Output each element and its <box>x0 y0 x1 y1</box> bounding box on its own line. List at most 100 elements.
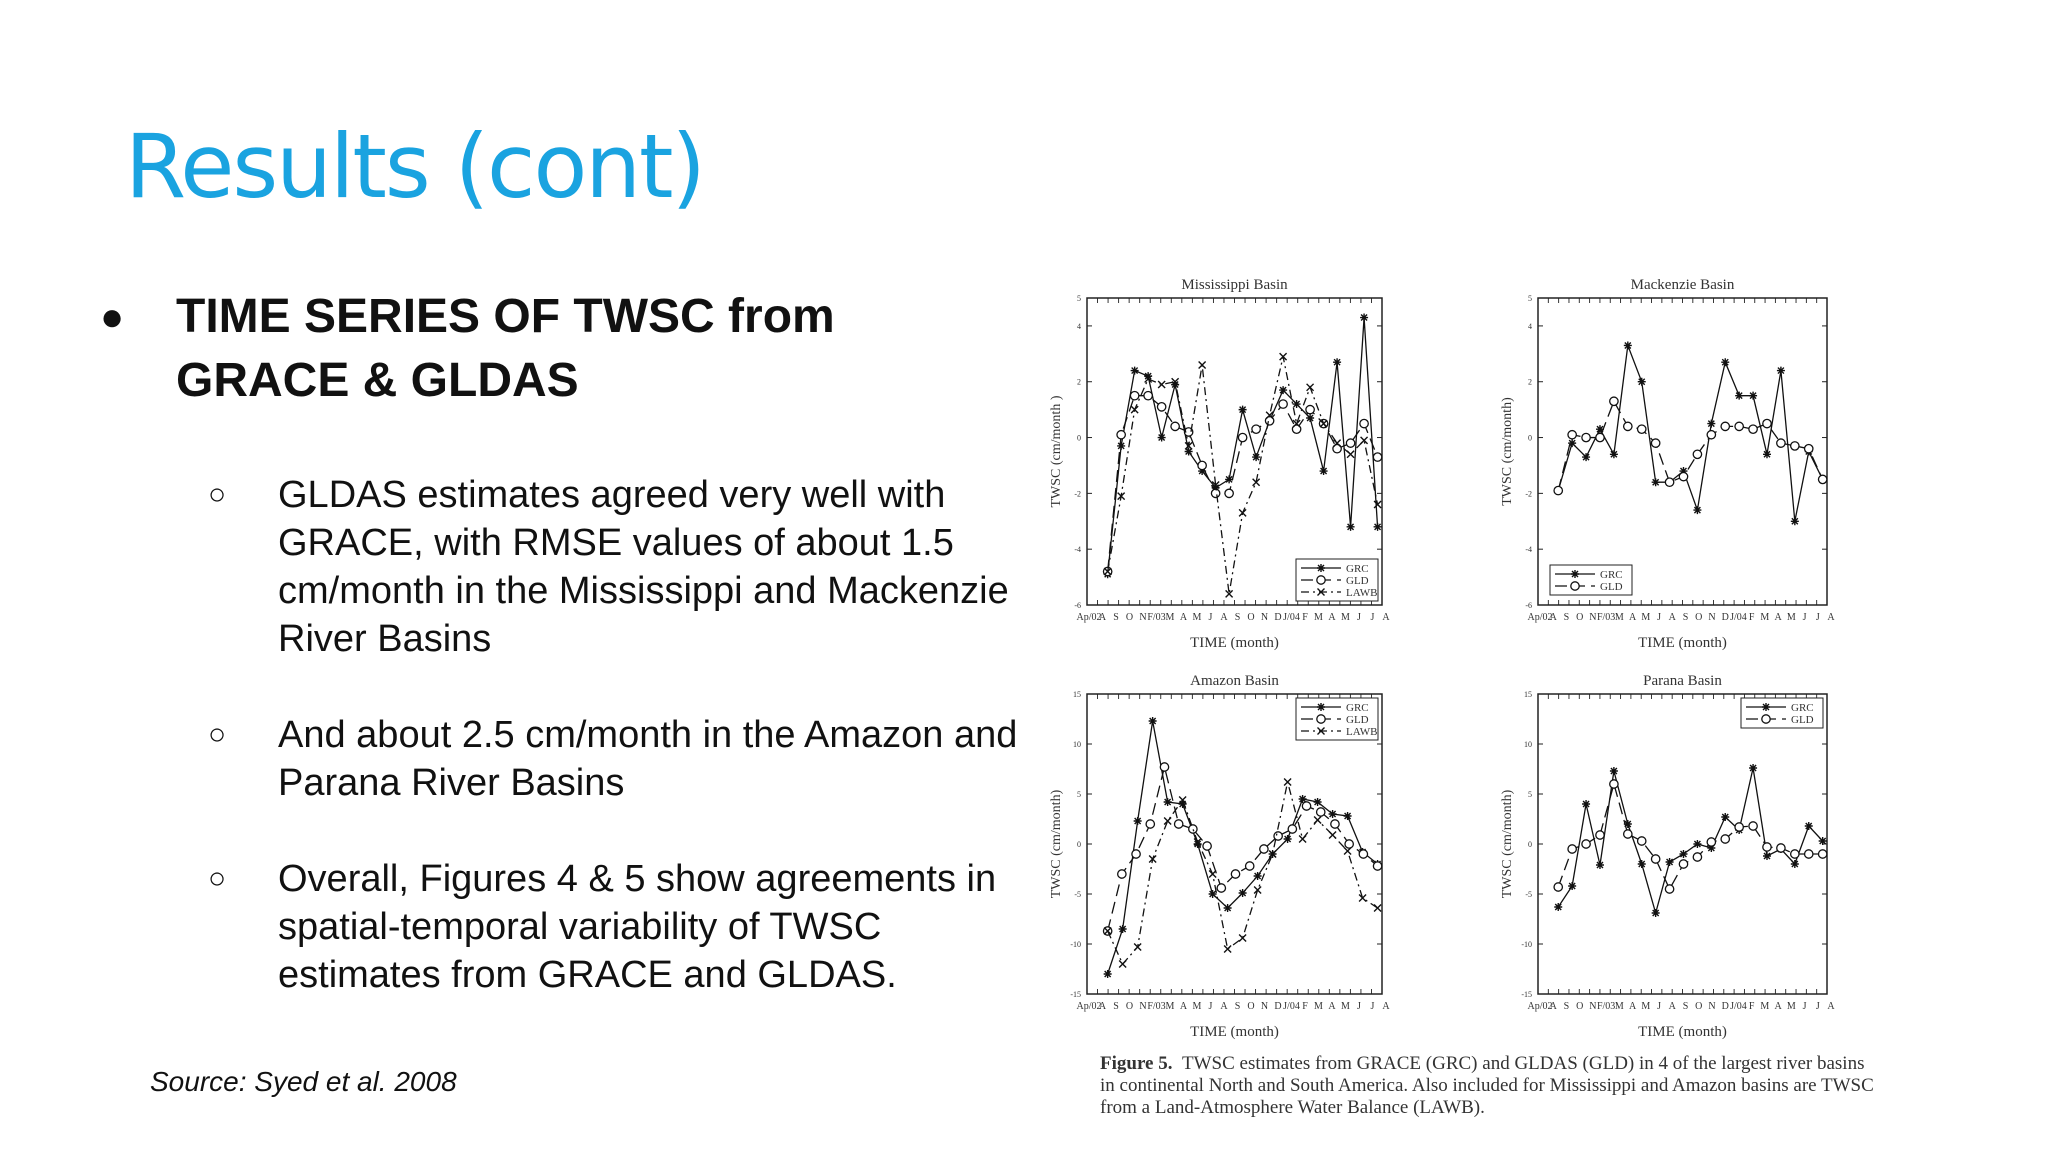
y-axis-label: TWSC (cm/month) <box>1049 789 1064 898</box>
data-point-circle <box>1803 849 1814 859</box>
legend-entry: LAWB <box>1346 726 1378 738</box>
data-point-star <box>1790 517 1799 526</box>
data-point-star <box>1749 764 1758 772</box>
data-point-circle <box>1372 452 1383 462</box>
x-tick-label: S <box>1235 1001 1241 1012</box>
data-point-circle <box>1170 421 1180 432</box>
x-tick-label: S <box>1564 1001 1570 1012</box>
x-tick-label: M <box>1760 612 1769 623</box>
data-point-circle <box>1706 837 1717 847</box>
data-point-circle <box>1301 801 1312 811</box>
data-point-circle <box>1315 807 1326 817</box>
data-point-circle <box>1210 488 1221 499</box>
data-point-circle <box>1776 438 1786 448</box>
x-tick-label: A <box>1220 612 1228 623</box>
data-point-circle <box>1734 421 1745 432</box>
data-point-star <box>1762 703 1770 711</box>
y-tick-label: -2 <box>1525 489 1532 498</box>
data-point-x <box>1292 419 1301 428</box>
x-tick-label: F/03 <box>1147 612 1165 623</box>
data-point-x <box>1118 960 1127 968</box>
x-tick-label: J <box>1371 1001 1375 1012</box>
data-point-star <box>1651 478 1660 487</box>
data-point-star <box>1568 439 1577 448</box>
sub-bullet: ○ And about 2.5 cm/month in the Amazon a… <box>208 711 1020 807</box>
y-tick-label: 15 <box>1524 690 1532 699</box>
data-point-star <box>1193 840 1202 848</box>
data-point-star <box>1133 817 1142 825</box>
data-point-x <box>1211 480 1220 489</box>
y-axis-label: TWSC (cm/month) <box>1500 397 1515 506</box>
series-line <box>1557 399 1824 491</box>
legend-entry: GLD <box>1346 714 1369 726</box>
data-point-circle <box>1224 488 1234 499</box>
data-point-x <box>1268 850 1277 858</box>
data-point-circle <box>1567 844 1577 854</box>
figure-charts: Mississippi Basin TIME (month) TWSC (cm/mo… <box>1049 277 1835 1040</box>
data-point-star <box>1178 800 1187 808</box>
x-tick-label: A <box>1099 1001 1107 1012</box>
x-tick-label: N <box>1708 612 1715 623</box>
data-point-x <box>1223 945 1232 953</box>
x-tick-label: J <box>1371 612 1375 623</box>
data-point-circle <box>1581 432 1591 443</box>
x-tick-label: F/03 <box>1597 612 1615 623</box>
chart-panel: Mackenzie Basin TIME (month) TWSC (cm/mont… <box>1500 277 1835 651</box>
data-point-x <box>1184 441 1193 450</box>
x-tick-label: J/04 <box>1283 612 1300 623</box>
data-point-x <box>1253 886 1262 894</box>
data-point-x <box>1317 588 1325 596</box>
data-point-circle <box>1156 401 1167 412</box>
data-point-circle <box>1789 441 1800 451</box>
data-series <box>1103 778 1382 968</box>
x-tick-label: O <box>1247 612 1254 623</box>
data-point-x <box>1333 439 1342 448</box>
y-tick-label: -10 <box>1070 940 1081 949</box>
data-point-star <box>1117 441 1126 450</box>
legend-entry: GLD <box>1600 581 1623 593</box>
data-point-x <box>1171 377 1180 386</box>
data-point-x <box>1373 500 1382 509</box>
data-point-circle <box>1358 849 1369 859</box>
data-point-x <box>1178 796 1187 804</box>
series-line <box>1107 781 1378 966</box>
slide-title: Results (cont) <box>125 115 706 218</box>
x-tick-label: A <box>1099 612 1107 623</box>
data-point-x <box>1319 419 1328 428</box>
x-tick-label: M <box>1615 1001 1624 1012</box>
data-point-star <box>1317 564 1325 572</box>
data-point-circle <box>1197 460 1207 471</box>
y-tick-label: -5 <box>1525 890 1532 899</box>
data-point-circle <box>1678 471 1689 482</box>
data-point-star <box>1735 391 1744 400</box>
data-point-star <box>1306 414 1315 423</box>
x-tick-label: J <box>1357 612 1361 623</box>
data-point-circle <box>1595 432 1605 443</box>
data-point-circle <box>1216 883 1227 893</box>
data-series <box>1553 779 1828 894</box>
data-point-circle <box>1650 438 1661 448</box>
data-point-circle <box>1202 841 1212 851</box>
data-point-star <box>1665 858 1674 866</box>
x-tick-label: A <box>1629 612 1637 623</box>
y-tick-label: 0 <box>1077 434 1081 443</box>
x-tick-label: J <box>1816 1001 1820 1012</box>
data-point-circle <box>1316 714 1326 724</box>
data-point-circle <box>1581 839 1591 849</box>
data-point-circle <box>1129 390 1140 401</box>
x-tick-label: S <box>1113 612 1119 623</box>
data-point-circle <box>1706 429 1717 440</box>
x-tick-label: M <box>1615 612 1624 623</box>
data-point-star <box>1571 570 1579 578</box>
data-point-circle <box>1776 843 1786 853</box>
sub-bullet-text: GLDAS estimates agreed very well with GR… <box>278 474 1009 660</box>
x-tick-label: M <box>1193 1001 1202 1012</box>
x-tick-label: D <box>1722 612 1729 623</box>
x-tick-label: O <box>1126 1001 1133 1012</box>
legend-entry: GRC <box>1600 569 1623 581</box>
sub-bullet: ○ Overall, Figures 4 & 5 show agreements… <box>208 855 1020 999</box>
data-point-star <box>1223 904 1232 912</box>
data-point-circle <box>1609 779 1619 789</box>
data-point-circle <box>1720 421 1731 432</box>
